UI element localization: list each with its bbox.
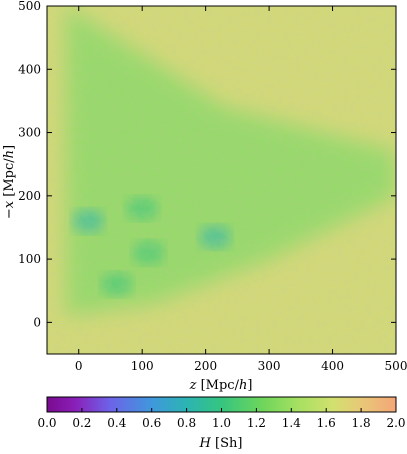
y-tick-label: 500 bbox=[18, 0, 41, 13]
y-tick-label: 400 bbox=[18, 62, 41, 76]
x-axis: 0 100 200 300 400 500 bbox=[75, 6, 407, 373]
plot-frame bbox=[46, 5, 397, 355]
colorbar-tick-label: 1.2 bbox=[247, 416, 266, 430]
x-axis-label: z [Mpc/h] bbox=[189, 378, 253, 393]
x-tick-label: 500 bbox=[385, 359, 407, 373]
colorbar-tick-label: 1.4 bbox=[282, 416, 301, 430]
colorbar: 0.0 0.2 0.4 0.6 0.8 1.0 1.2 1.4 1.6 1.8 2.0 H [Sh] bbox=[37, 396, 406, 451]
y-tick-label: 200 bbox=[18, 189, 41, 203]
colorbar-tick-label: 1.6 bbox=[317, 416, 336, 430]
colorbar-tick-label: 2.0 bbox=[386, 416, 405, 430]
y-axis-label: −x [Mpc/h] bbox=[2, 145, 17, 219]
x-tick-label: 400 bbox=[321, 359, 344, 373]
colorbar-label: H [Sh] bbox=[199, 436, 243, 451]
y-tick-label: 100 bbox=[18, 252, 41, 266]
colorbar-tick-label: 0.2 bbox=[72, 416, 91, 430]
colorbar-ticks: 0.0 0.2 0.4 0.6 0.8 1.0 1.2 1.4 1.6 1.8 2.0 bbox=[37, 408, 406, 430]
x-tick-label: 300 bbox=[258, 359, 281, 373]
x-tick-label: 0 bbox=[75, 359, 83, 373]
colorbar-tick-label: 0.6 bbox=[142, 416, 161, 430]
colorbar-tick-label: 1.0 bbox=[212, 416, 231, 430]
x-tick-label: 200 bbox=[194, 359, 217, 373]
noise-texture bbox=[47, 6, 396, 354]
colorbar-tick-label: 0.0 bbox=[37, 416, 56, 430]
y-tick-label: 0 bbox=[33, 315, 41, 329]
x-tick-label: 100 bbox=[131, 359, 154, 373]
plot-area bbox=[47, 6, 396, 354]
y-tick-label: 300 bbox=[18, 126, 41, 140]
colorbar-tick-label: 0.4 bbox=[107, 416, 126, 430]
colorbar-tick-label: 0.8 bbox=[177, 416, 196, 430]
colorbar-tick-label: 1.8 bbox=[352, 416, 371, 430]
y-axis: 0 100 200 300 400 500 bbox=[18, 0, 396, 329]
